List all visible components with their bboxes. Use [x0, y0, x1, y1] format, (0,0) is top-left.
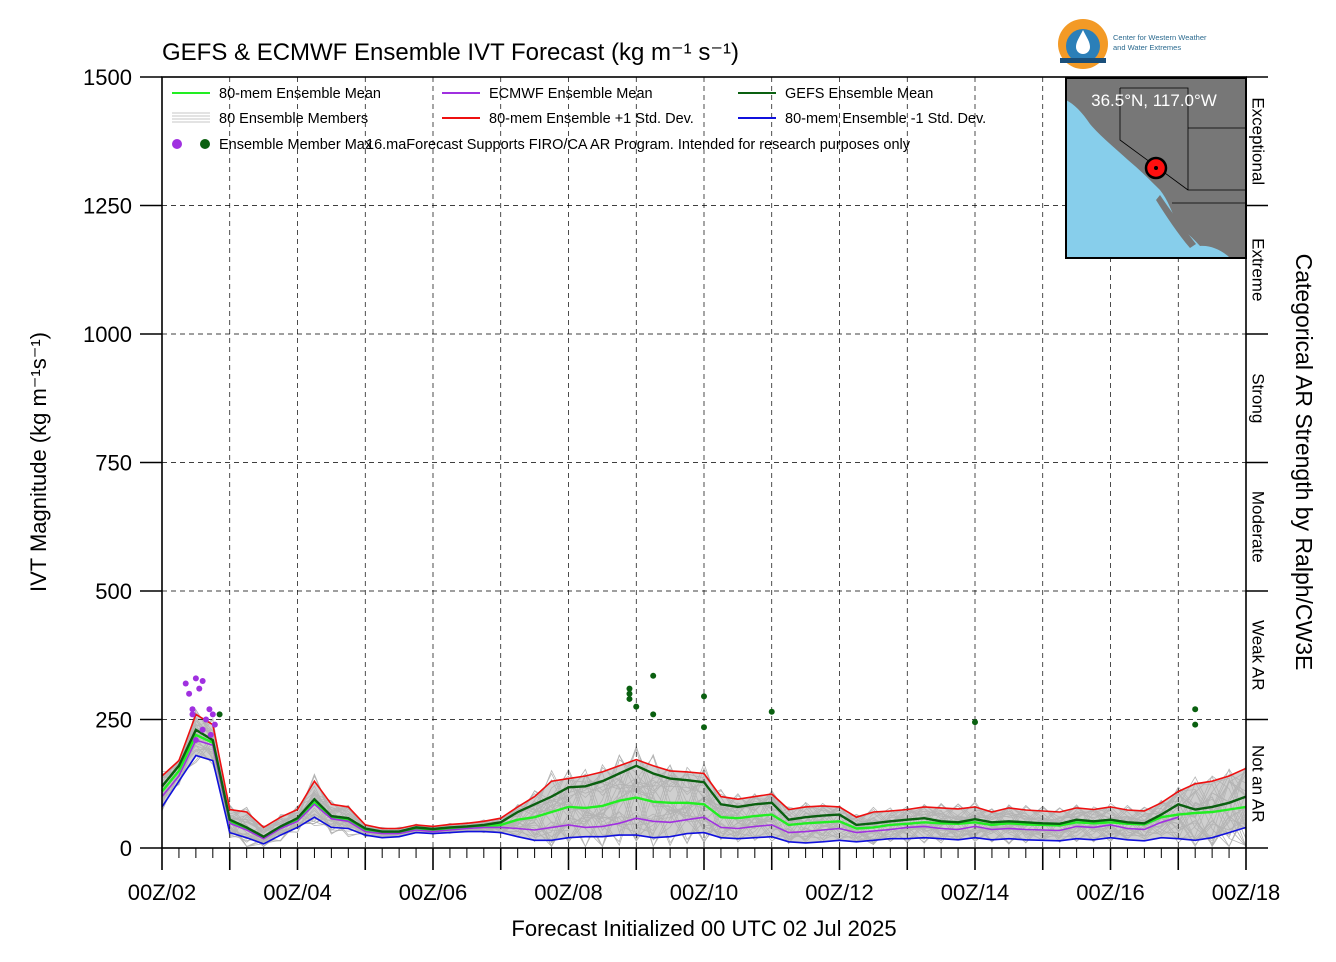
category-label: Strong: [1249, 373, 1268, 423]
gefs-max-point: [626, 685, 633, 692]
cw3e-logo: Center for Western Weather and Water Ext…: [1058, 19, 1207, 69]
category-label: Moderate: [1249, 491, 1268, 563]
x-axis: 00Z/02 00Z/04 00Z/06 00Z/08 00Z/10 00Z/12 00Z/…: [128, 848, 1281, 905]
category-label: Not an AR: [1249, 745, 1268, 823]
category-label: Exceptional: [1249, 97, 1268, 185]
gefs-max-point: [768, 708, 775, 715]
x-tick-label: 00Z/14: [941, 880, 1010, 905]
ecmwf-max-point: [206, 706, 213, 713]
ecmwf-max-point: [207, 731, 214, 738]
x-tick-label: 00Z/04: [263, 880, 332, 905]
legend-label: 80 Ensemble Members: [219, 111, 368, 127]
ecmwf-max-point: [196, 685, 203, 692]
ecmwf-max-point: [203, 716, 210, 723]
legend-label: 80-mem Ensemble +1 Std. Dev.: [489, 111, 694, 127]
right-axis-label: Categorical AR Strength by Ralph/CW3E: [1291, 254, 1317, 671]
inset-borders: [1119, 87, 1246, 204]
grid-lines: [162, 77, 1246, 848]
legend-ecmwf-max-dot: [172, 139, 182, 149]
ecmwf-max-point: [189, 706, 196, 713]
legend-label: GEFS Ensemble Mean: [785, 86, 933, 102]
y-axis: 0 250 500 750 1000 1250 1500: [83, 65, 162, 861]
ecmwf-max-point: [199, 677, 206, 684]
gefs-max-point: [701, 693, 707, 700]
x-tick-label: 00Z/16: [1076, 880, 1145, 905]
y-tick-label: 1500: [83, 65, 132, 90]
ensemble-member-line: [161, 742, 1247, 844]
gefs-max-point: [972, 719, 978, 726]
logo-line2: and Water Extremes: [1113, 43, 1181, 52]
logo-wave-icon: [1060, 58, 1106, 63]
gefs-max-point: [701, 724, 707, 731]
ecmwf-max-point: [192, 737, 199, 744]
legend-label: 80-mem Ensemble -1 Std. Dev.: [785, 111, 986, 127]
gefs-max-point: [626, 690, 633, 697]
inset-baja: [1156, 195, 1196, 248]
legend-note: 16.maForecast Supports FIRO/CA AR Progra…: [366, 137, 911, 153]
y-tick-label: 1250: [83, 194, 132, 219]
inset-location-label: 36.5°N, 117.0°W: [1091, 91, 1217, 110]
category-label: Extreme: [1249, 238, 1268, 301]
x-axis-label: Forecast Initialized 00 UTC 02 Jul 2025: [511, 916, 896, 941]
legend: 80-mem Ensemble Mean ECMWF Ensemble Mean G…: [172, 86, 986, 153]
location-center-icon: [1154, 166, 1158, 170]
logo-line1: Center for Western Weather: [1113, 33, 1207, 42]
gefs-max-point: [650, 711, 657, 718]
x-tick-label: 00Z/06: [399, 880, 468, 905]
series-line-minus1: [161, 754, 1247, 845]
ecmwf-max-point: [211, 721, 218, 728]
y-tick-label: 750: [95, 451, 132, 476]
gefs-max-point: [650, 672, 657, 679]
series-line-mean80: [161, 733, 1247, 840]
series-lines: [161, 713, 1247, 845]
y-tick-label: 0: [120, 836, 132, 861]
chart-title: GEFS & ECMWF Ensemble IVT Forecast (kg m…: [162, 39, 739, 66]
ecmwf-max-point: [186, 690, 193, 697]
x-tick-label: 00Z/18: [1212, 880, 1281, 905]
member-max-points: [182, 672, 1199, 744]
inset-frame: [1065, 77, 1247, 259]
y-tick-label: 250: [95, 708, 132, 733]
gefs-max-point: [626, 695, 633, 702]
gefs-max-point: [1192, 706, 1199, 713]
y-tick-label: 1000: [83, 322, 132, 347]
category-axis: Not an AR Weak AR Moderate Strong Extreme Exc…: [1246, 76, 1268, 849]
gefs-max-point: [633, 703, 640, 710]
series-line-ecmwf: [161, 739, 1179, 840]
ecmwf-max-point: [189, 711, 196, 718]
gefs-max-point: [216, 711, 223, 718]
ecmwf-max-point: [209, 711, 216, 718]
legend-label: ECMWF Ensemble Mean: [489, 86, 653, 102]
x-tick-label: 00Z/02: [128, 880, 197, 905]
y-axis-label: IVT Magnitude (kg m⁻¹s⁻¹): [26, 332, 51, 592]
ecmwf-max-point: [199, 726, 206, 733]
x-tick-label: 00Z/10: [670, 880, 739, 905]
legend-label: 80-mem Ensemble Mean: [219, 86, 381, 102]
ecmwf-max-point: [182, 680, 189, 687]
ensemble-member-line: [161, 745, 1247, 844]
gefs-max-point: [1192, 721, 1199, 728]
x-tick-label: 00Z/12: [805, 880, 874, 905]
x-tick-label: 00Z/08: [534, 880, 603, 905]
category-label: Weak AR: [1249, 620, 1268, 691]
y-tick-label: 500: [95, 579, 132, 604]
ecmwf-max-point: [192, 675, 199, 682]
legend-max-label: Ensemble Member Max: [219, 137, 373, 153]
inset-map: 36.5°N, 117.0°W: [1065, 77, 1247, 259]
legend-gefs-max-dot: [200, 139, 210, 149]
logo-drop-icon: [1076, 30, 1090, 54]
series-line-plus1: [161, 713, 1247, 830]
series-line-gefs: [161, 728, 1247, 839]
ensemble-member-line: [161, 738, 1247, 848]
